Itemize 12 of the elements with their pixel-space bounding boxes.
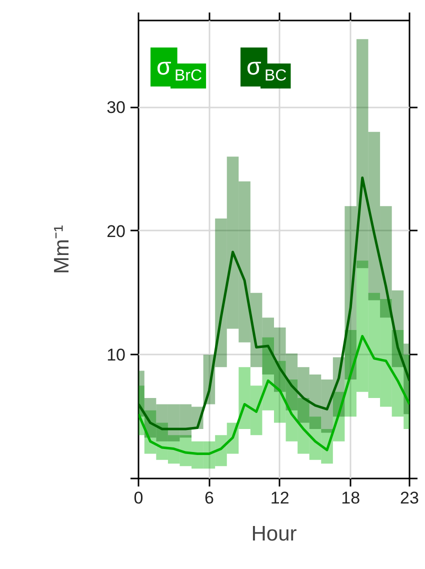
- x-axis-title: Hour: [251, 522, 297, 546]
- x-tick-label: 18: [341, 488, 360, 508]
- y-tick-label: 20: [106, 222, 126, 241]
- x-tick-label: 12: [270, 488, 290, 508]
- x-tick-label: 6: [204, 488, 214, 508]
- line-series: [138, 176, 410, 430]
- line-series: [138, 334, 410, 455]
- y-tick-label: 30: [106, 98, 126, 118]
- y-axis-title: Mm⁻¹: [50, 225, 74, 274]
- x-tick-label: 23: [400, 488, 419, 508]
- x-tick-label: 0: [134, 488, 144, 508]
- y-tick-label: 10: [106, 346, 126, 365]
